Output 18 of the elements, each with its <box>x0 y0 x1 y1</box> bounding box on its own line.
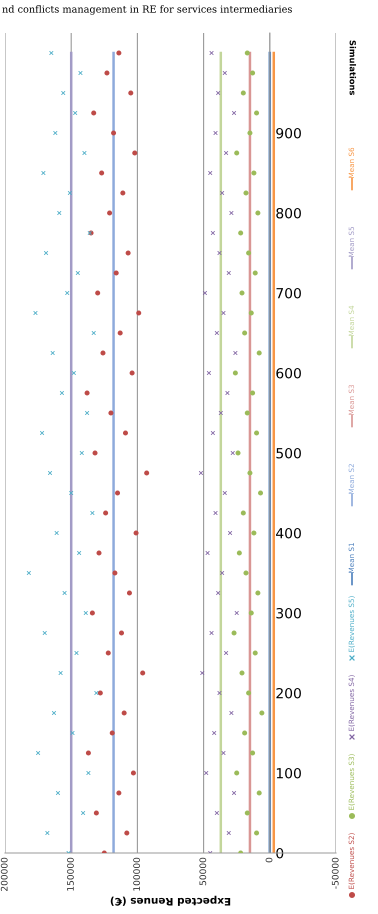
x-tick-label: -50000 <box>332 858 339 889</box>
y-tick-label: 400 <box>276 528 301 538</box>
y-tick-label: 300 <box>276 608 301 618</box>
y-axis-title: Simulations <box>350 40 356 96</box>
y-tick-label: 900 <box>276 128 301 138</box>
y-tick-label: 600 <box>276 368 301 378</box>
y-tick-label: 500 <box>276 448 301 458</box>
x-tick-label: 150000 <box>66 858 74 891</box>
y-tick-label: 100 <box>276 768 301 778</box>
y-tick-label: 200 <box>276 688 301 698</box>
x-tick-label: 200000 <box>0 858 8 891</box>
x-axis-title: Expected Renues (€) <box>110 896 230 906</box>
y-tick-label: 700 <box>276 288 301 298</box>
x-tick-label: 50000 <box>199 858 206 886</box>
x-tick-label: 0 <box>266 858 272 862</box>
text: nd conflicts management in RE for services intermediaries <box>2 5 292 15</box>
y-tick-label: 800 <box>276 208 301 218</box>
x-tick-label: 100000 <box>133 858 140 891</box>
